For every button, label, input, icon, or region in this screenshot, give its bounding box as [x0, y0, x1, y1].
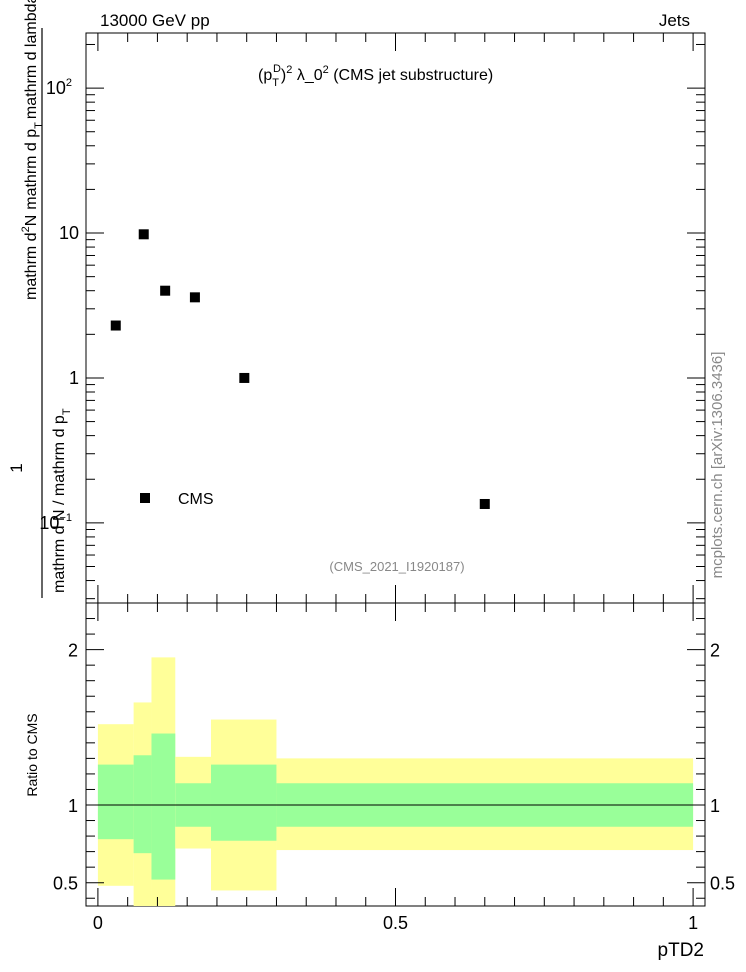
- title-p: (p: [258, 67, 272, 84]
- x-axis-label: pTD2: [658, 940, 704, 961]
- title-sup: D: [273, 63, 281, 75]
- ratio-y-axis-label: Ratio to CMS: [24, 713, 40, 796]
- axis-ticks: [86, 33, 705, 906]
- ratio-y-tick-label-left: 1: [68, 796, 78, 816]
- ratio-band-green: [97, 764, 134, 840]
- data-point: [479, 498, 490, 509]
- ratio-y-tick-label-right: 0.5: [710, 874, 735, 894]
- main-frame: [85, 32, 706, 604]
- title-sq2: 2: [323, 64, 329, 76]
- title-rest: (CMS jet substructure): [329, 67, 493, 84]
- ratio-bands: [97, 657, 694, 906]
- title-close: ): [281, 67, 286, 84]
- ratio-band-green: [210, 764, 277, 841]
- x-tick-label: 0.5: [383, 913, 408, 933]
- main-y-tick-label: 1: [69, 368, 79, 388]
- title-lambda: λ_0: [292, 67, 322, 84]
- analysis-id-annotation: (CMS_2021_I1920187): [329, 559, 464, 574]
- data-point: [160, 285, 171, 296]
- watermark: mcplots.cern.ch [arXiv:1306.3436]: [709, 352, 726, 579]
- ylabel-denominator: mathrm d N / mathrm d pT: [51, 408, 73, 593]
- ylabel-numerator: 1: [7, 463, 26, 472]
- ratio-y-tick-label-right: 2: [710, 641, 720, 661]
- title-sq: 2: [286, 64, 292, 76]
- main-y-tick-label: 10: [59, 223, 79, 243]
- x-tick-label: 0: [93, 913, 103, 933]
- data-point: [239, 372, 250, 383]
- legend-label: CMS: [178, 491, 214, 508]
- header-left: 13000 GeV pp: [100, 11, 210, 30]
- main-y-tick-label: 10−1: [39, 512, 72, 533]
- ratio-band-green: [151, 733, 176, 880]
- ratio-y-tick-label-left: 2: [68, 641, 78, 661]
- main-y-tick-label: 102: [46, 77, 72, 98]
- x-tick-label: 1: [688, 913, 698, 933]
- ratio-y-tick-label-left: 0.5: [53, 874, 78, 894]
- main-y-axis-label: 1 mathrm d2Nmathrm d pTmathrm d lambda m…: [7, 0, 73, 598]
- header-right: Jets: [659, 11, 690, 30]
- ratio-band-green: [133, 755, 152, 854]
- data-point: [138, 229, 149, 240]
- ylabel-numerator-right: mathrm d2Nmathrm d pTmathrm d lambda: [20, 0, 45, 300]
- main-title: (pTD)2 λ_02 (CMS jet substructure): [258, 63, 493, 89]
- title-sub: T: [272, 77, 279, 89]
- ratio-frame: [85, 602, 706, 907]
- data-point: [110, 320, 121, 331]
- data-point: [189, 292, 200, 303]
- data-markers: [110, 229, 490, 509]
- legend-marker: [140, 493, 150, 503]
- ratio-y-tick-label-right: 1: [710, 796, 720, 816]
